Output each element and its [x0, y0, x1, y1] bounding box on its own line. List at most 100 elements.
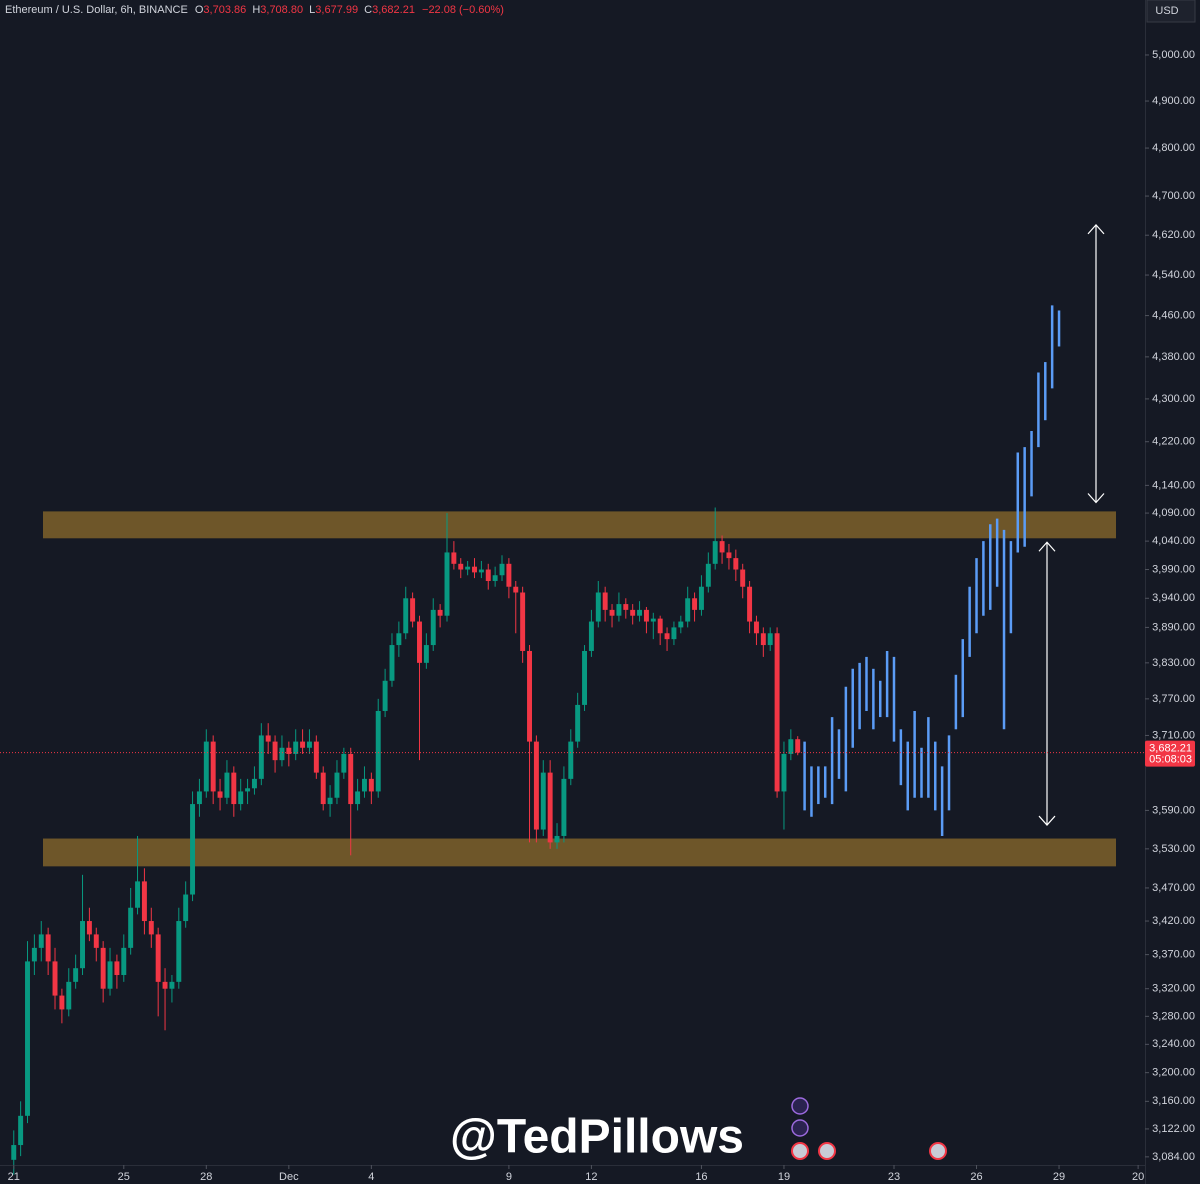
candle-body: [45, 934, 51, 962]
x-tick-label: 25: [118, 1171, 130, 1183]
candle-body: [499, 563, 505, 576]
candle-body: [520, 592, 526, 651]
event-icon[interactable]: [929, 1142, 947, 1160]
low: 3,677.99: [315, 4, 358, 16]
candle-body: [623, 604, 629, 610]
event-icon[interactable]: [791, 1097, 809, 1115]
candle-body: [712, 541, 718, 564]
candle-body: [217, 791, 223, 798]
event-icons: [791, 1097, 947, 1160]
candle-body: [25, 961, 30, 1116]
currency: USD: [1155, 5, 1178, 17]
candle-body: [774, 633, 780, 792]
watermark: @TedPillows: [450, 1111, 744, 1164]
x-tick-label: 19: [778, 1171, 790, 1183]
candle-body: [657, 618, 663, 634]
candle-body: [183, 894, 189, 922]
candle-body: [795, 739, 801, 753]
candle-body: [533, 741, 539, 830]
candle-body: [100, 947, 106, 989]
candle-body: [692, 598, 698, 610]
key: C: [364, 4, 372, 16]
candle-body: [733, 558, 739, 570]
arrow-head: [1038, 541, 1056, 552]
candle-body: [561, 778, 567, 836]
candle-body: [451, 552, 457, 564]
candle-body: [31, 947, 37, 962]
candle-body: [747, 586, 753, 622]
candle-body: [671, 627, 677, 640]
arrow-head: [1038, 815, 1056, 826]
event-icon[interactable]: [791, 1119, 809, 1137]
candle-body: [643, 609, 649, 622]
countdown: 05:08:03: [1149, 753, 1192, 765]
y-tick-label: 4,800.00: [1152, 142, 1195, 154]
y-tick-label: 4,140.00: [1152, 479, 1195, 491]
y-tick-label: 3,320.00: [1152, 983, 1195, 995]
x-tick-label: 26: [970, 1171, 982, 1183]
candle-body: [458, 563, 464, 570]
range-arrow: [1087, 223, 1105, 504]
x-tick-label: 21: [8, 1171, 20, 1183]
candle-body: [698, 586, 704, 610]
candle-body: [368, 778, 374, 792]
candle-body: [685, 598, 691, 622]
y-tick-label: 4,460.00: [1152, 309, 1195, 321]
candle-body: [66, 981, 72, 1010]
currency-box[interactable]: [1146, 0, 1196, 23]
x-tick-label: Dec: [279, 1171, 299, 1183]
candle-body: [327, 797, 333, 805]
candle-body: [86, 921, 92, 935]
candle-body: [506, 563, 512, 587]
candle-body: [726, 552, 732, 559]
y-tick-label: 3,770.00: [1152, 693, 1195, 705]
x-tick-label: 29: [1053, 1171, 1065, 1183]
candle-body: [114, 961, 120, 976]
event-icon[interactable]: [818, 1142, 836, 1160]
y-tick-label: 3,940.00: [1152, 592, 1195, 604]
event-icon[interactable]: [791, 1142, 809, 1160]
arrow-head: [1087, 493, 1105, 504]
y-tick-label: 3,084.00: [1152, 1151, 1195, 1163]
y-tick-label: 4,900.00: [1152, 95, 1195, 107]
candle-body: [155, 934, 161, 982]
x-tick-label: 9: [506, 1171, 512, 1183]
arrow-head: [1087, 223, 1105, 235]
candle-body: [664, 633, 670, 640]
candle-body: [781, 753, 787, 792]
x-tick-label: 4: [368, 1171, 374, 1183]
y-tick-label: 4,040.00: [1152, 535, 1195, 547]
candle-body: [719, 541, 725, 553]
candle-body: [554, 835, 560, 843]
candle-body: [121, 947, 127, 976]
zone: [43, 511, 1116, 539]
y-tick-label: 3,470.00: [1152, 882, 1195, 894]
candle-body: [203, 741, 209, 792]
candle-body: [313, 741, 319, 773]
candle-body: [73, 968, 79, 982]
candle-body: [141, 881, 147, 922]
candle-body: [465, 566, 471, 570]
high: 3,708.80: [260, 4, 303, 16]
candle-body: [389, 645, 395, 681]
x-tick-label: 12: [585, 1171, 597, 1183]
candle-body: [630, 609, 636, 616]
candle-body: [176, 921, 182, 982]
last-price-label: 3,682.21: [1149, 742, 1192, 754]
candle-body: [740, 569, 746, 587]
y-tick-label: 3,830.00: [1152, 657, 1195, 669]
candle-body: [238, 791, 244, 805]
candle-body: [417, 621, 422, 663]
candle-body: [437, 609, 443, 616]
candle-body: [286, 747, 292, 754]
y-tick-label: 4,540.00: [1152, 269, 1195, 281]
candle-body: [348, 753, 354, 805]
candle-body: [616, 604, 622, 616]
candle-body: [293, 741, 299, 754]
candle-body: [430, 609, 436, 646]
candle-body: [251, 778, 257, 789]
y-tick-label: 4,700.00: [1152, 190, 1195, 202]
